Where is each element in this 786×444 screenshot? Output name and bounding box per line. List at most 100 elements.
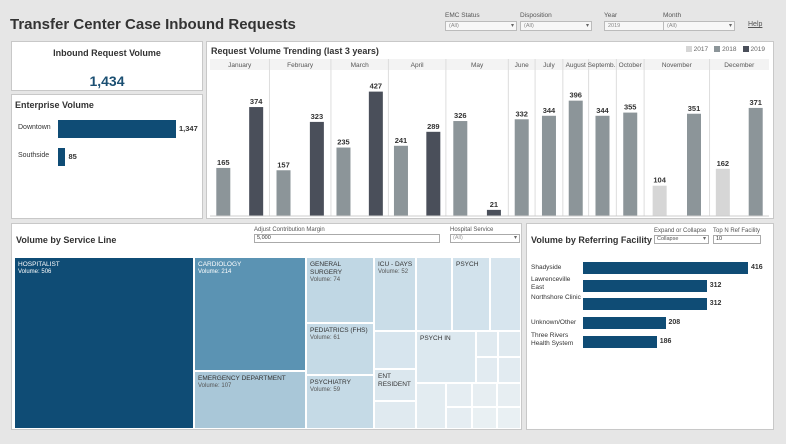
treemap-cell-unlabeled[interactable] [416,257,452,331]
volume-prefix: Volume: [198,383,222,389]
treemap-cell-psychiatry[interactable]: PSYCHIATRY Volume: 59 [306,375,374,429]
treemap-cell-unlabeled[interactable] [446,383,472,407]
filter-select[interactable]: (All) [445,21,517,31]
referring-row[interactable]: Shadyside 416 [527,262,773,276]
bar-july-2018[interactable] [541,115,556,216]
bar-value-label: 289 [427,122,440,131]
treemap-cell-unlabeled[interactable] [497,383,521,407]
bar-june-2018[interactable] [514,119,529,216]
treemap-cell-unlabeled[interactable] [416,383,446,429]
contribution-margin-input[interactable]: 5,000 [254,234,440,243]
treemap-cell-unlabeled[interactable] [374,401,416,429]
expand-collapse-select[interactable]: Collapse [654,235,709,244]
filter-emc-status[interactable]: EMC Status (All) [445,12,517,31]
bar-march-2018[interactable] [336,147,351,216]
bar-value-label: 374 [250,97,263,106]
referring-bar[interactable] [583,336,657,348]
filter-disposition[interactable]: Disposition (All) [520,12,592,31]
referring-row[interactable]: Northshore Clinic 312 [527,294,773,312]
treemap-cell-psych[interactable]: PSYCH [452,257,490,331]
month-header-band [210,59,769,70]
bar-septemb-2018[interactable] [595,115,610,216]
enterprise-value: 85 [68,152,77,161]
bar-november-2017[interactable] [652,185,667,216]
enterprise-row[interactable]: Downtown 1,347 [12,120,202,138]
filter-select[interactable]: (All) [520,21,592,31]
enterprise-label: Downtown [18,124,51,131]
bar-august-2018[interactable] [568,100,583,216]
hospital-service-select[interactable]: (All) [450,234,520,243]
filter-label: Month [663,12,682,19]
treemap-cell-name: PEDIATRICS (FHS) [310,327,368,334]
bar-february-2018[interactable] [276,170,291,216]
dashboard-title: Transfer Center Case Inbound Requests [10,16,296,33]
bar-april-2018[interactable] [393,145,408,216]
treemap-cell-general-surgery[interactable]: GENERAL SURGERY Volume: 74 [306,257,374,323]
treemap-cell-ent-resident[interactable]: ENT RESIDENT [374,369,416,401]
legend-item-2017[interactable]: 2017 [685,46,709,53]
bar-value-label: 396 [569,91,582,100]
legend-label: 2017 [693,46,709,53]
treemap-cell-unlabeled[interactable] [374,331,416,369]
bar-december-2017[interactable] [715,168,730,216]
bar-march-2019[interactable] [368,91,383,216]
treemap-cell-unlabeled[interactable] [472,383,497,407]
treemap-cell-unlabeled[interactable] [446,407,472,429]
referring-bar[interactable] [583,280,707,292]
enterprise-bar[interactable] [58,148,66,166]
filter-label: Adjust Contribution Margin [254,227,325,233]
bar-january-2018[interactable] [216,167,231,216]
treemap-cell-unlabeled[interactable] [476,331,498,357]
volume-value: 52 [401,269,409,275]
treemap-cell-psych-in[interactable]: PSYCH IN [416,331,476,383]
legend-item-2019[interactable]: 2019 [742,46,765,53]
bar-january-2019[interactable] [249,107,264,216]
filter-label: Hospital Service [450,227,494,233]
enterprise-row[interactable]: Southside 85 [12,148,202,166]
treemap-cell-unlabeled[interactable] [472,407,497,429]
treemap-cell-emergency-department[interactable]: EMERGENCY DEPARTMENT Volume: 107 [194,371,306,429]
treemap-cell-hospitalist[interactable]: HOSPITALIST Volume: 506 [14,257,194,429]
trend-panel: January 165 374 February 157 323 March 235 427 Ap… [206,41,774,219]
bar-april-2019[interactable] [426,131,441,216]
service-line-panel: Volume by Service Line Adjust Contributi… [11,223,522,430]
referring-value: 208 [668,319,681,326]
filter-month[interactable]: Month (All) [663,12,735,31]
help-link[interactable]: Help [748,21,763,28]
referring-row[interactable]: Unknown/Other 208 [527,317,773,331]
filter-select[interactable]: (All) [663,21,735,31]
expand-collapse-filter[interactable]: Expand or Collapse Collapse [654,228,709,244]
volume-value: 61 [333,335,341,341]
bar-december-2018[interactable] [748,107,763,216]
treemap-cell-unlabeled[interactable] [497,407,521,429]
referring-row[interactable]: Lawrenceville East 312 [527,276,773,294]
enterprise-bar[interactable] [58,120,176,138]
referring-bar[interactable] [583,262,748,274]
month-label: May [471,62,484,69]
volume-value: 214 [221,269,232,275]
treemap-cell-volume: Volume: 52 [375,269,415,275]
referring-bar[interactable] [583,317,666,329]
trend-title: Request Volume Trending (last 3 years) [211,46,379,56]
treemap-cell-cardiology[interactable]: CARDIOLOGY Volume: 214 [194,257,306,371]
bar-february-2019[interactable] [309,121,324,216]
contribution-margin-filter[interactable]: Adjust Contribution Margin 5,000 [254,227,440,243]
treemap-cell-pediatrics[interactable]: PEDIATRICS (FHS) Volume: 61 [306,323,374,375]
treemap-cell-unlabeled[interactable] [476,357,498,383]
top-n-input[interactable]: 10 [713,235,761,244]
top-n-filter[interactable]: Top N Ref Facility 10 [713,228,761,244]
treemap-cell-unlabeled[interactable] [498,357,521,383]
referring-row[interactable]: Three Rivers Health System 186 [527,332,773,350]
treemap-cell-unlabeled[interactable] [490,257,521,331]
bar-october-2018[interactable] [623,112,638,216]
bar-november-2018[interactable] [687,113,702,216]
treemap-cell-icu-days[interactable]: ICU - DAYS Volume: 52 [374,257,416,331]
treemap-cell-unlabeled[interactable] [498,331,521,357]
enterprise-value: 1,347 [179,124,198,133]
bar-value-label: 162 [717,159,730,168]
hospital-service-filter[interactable]: Hospital Service (All) [450,227,520,243]
referring-bar[interactable] [583,298,707,310]
legend-item-2018[interactable]: 2018 [714,46,737,53]
bar-may-2019[interactable] [486,209,501,216]
bar-may-2018[interactable] [453,121,468,216]
